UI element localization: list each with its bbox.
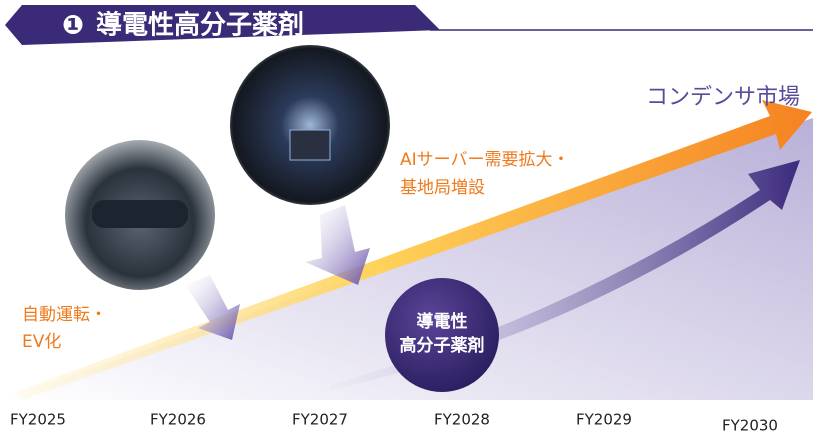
- driver-label: 自動運転・: [22, 305, 107, 325]
- header-banner: [5, 5, 440, 45]
- product-label: 導電性: [417, 311, 468, 332]
- market-label: コンデンサ市場: [646, 85, 800, 110]
- year-label: FY2025: [10, 411, 66, 429]
- header-number: ❶: [62, 11, 84, 41]
- header-title: 導電性高分子薬剤: [96, 10, 304, 41]
- year-label: FY2027: [292, 411, 348, 429]
- driver-label: 基地局増設: [400, 178, 485, 198]
- year-axis: FY2025 FY2026 FY2027 FY2028 FY2029 FY2030: [10, 411, 778, 435]
- down-arrow: [185, 275, 240, 340]
- year-label: FY2029: [576, 411, 632, 429]
- year-label: FY2030: [722, 417, 778, 435]
- down-arrow: [305, 205, 370, 285]
- chip-shape: [289, 129, 331, 161]
- car-shape: [92, 200, 188, 228]
- year-label: FY2028: [434, 411, 490, 429]
- product-label: 高分子薬剤: [400, 335, 485, 356]
- year-label: FY2026: [150, 411, 206, 429]
- chip-image: [230, 45, 390, 205]
- driver-label: AIサーバー需要拡大・: [400, 150, 569, 170]
- driver-label: EV化: [22, 332, 61, 352]
- product-circle: [385, 278, 499, 392]
